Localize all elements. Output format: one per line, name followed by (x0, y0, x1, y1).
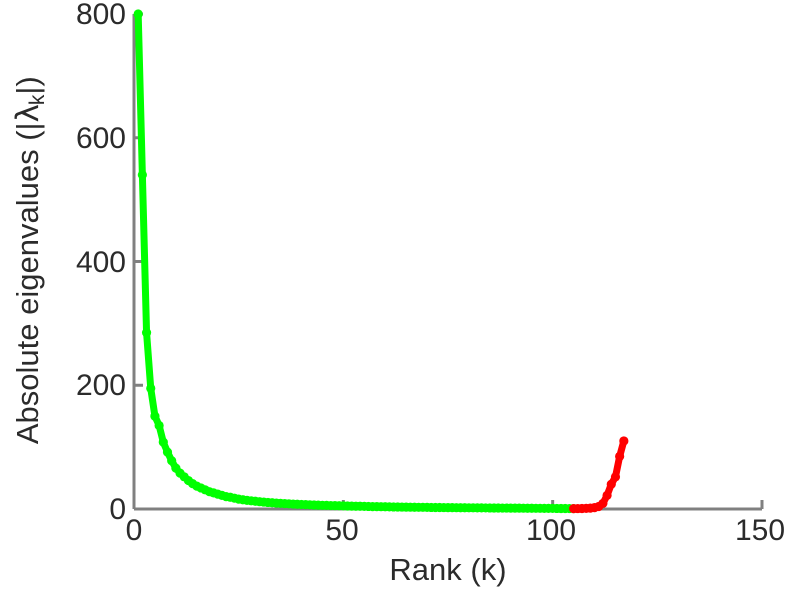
series-truncated-eigenvalues (569, 436, 629, 514)
x-axis-label: Rank (k) (389, 552, 507, 587)
data-point (162, 447, 173, 457)
data-series-layer (133, 9, 629, 514)
data-point (150, 411, 160, 421)
data-point (158, 437, 168, 447)
series-retained-eigenvalues (133, 9, 579, 514)
data-point (619, 436, 629, 446)
axis-ticks (134, 12, 764, 509)
data-point (167, 456, 177, 466)
data-point (598, 498, 608, 509)
data-point (154, 420, 164, 431)
data-point (615, 451, 625, 462)
data-point (606, 479, 616, 489)
data-point (602, 490, 612, 500)
data-point (141, 328, 152, 338)
axis-spines (132, 14, 762, 511)
series-line (134, 10, 578, 513)
data-point (146, 383, 156, 393)
data-point (133, 9, 143, 19)
data-point (610, 472, 621, 482)
data-point (137, 170, 147, 180)
